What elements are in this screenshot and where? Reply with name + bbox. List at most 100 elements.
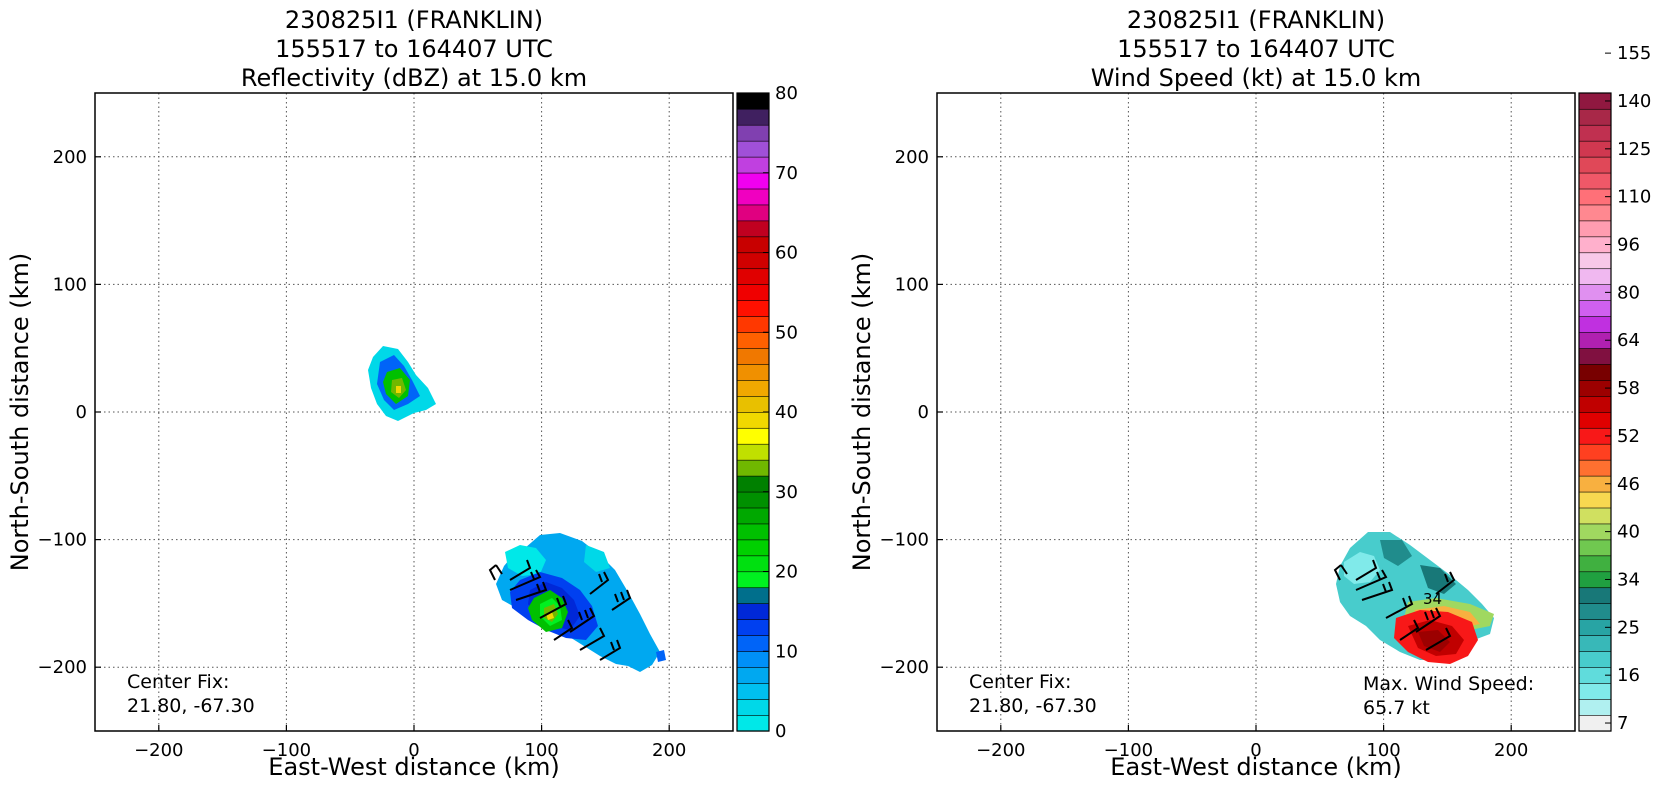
colorbar-swatch <box>736 555 770 573</box>
colorbar-swatch <box>736 714 770 732</box>
colorbar-tick-label: 30 <box>775 482 798 503</box>
colorbar-tick-label: 40 <box>775 402 798 423</box>
reflectivity-colorbar: 0 10 20 30 40 50 60 70 80 <box>736 83 798 742</box>
colorbar-swatch <box>736 108 770 126</box>
chart-title-line-3: Reflectivity (dBZ) at 15.0 km <box>241 64 587 92</box>
colorbar-tick-label: 40 <box>1617 522 1640 543</box>
y-tick-label: 100 <box>895 274 929 295</box>
colorbar-swatch <box>736 204 770 222</box>
colorbar-swatch <box>736 650 770 668</box>
colorbar-swatch <box>736 284 770 301</box>
colorbar-swatch <box>1578 650 1612 668</box>
colorbar-swatch <box>736 300 770 317</box>
colorbar-swatch <box>736 236 770 254</box>
colorbar-tick-label: 34 <box>1617 569 1640 590</box>
contour-label-34: 34 <box>1423 590 1442 608</box>
colorbar-swatch <box>1578 682 1612 700</box>
axis-ticks: −200 −100 0 100 200 −200 −100 0 100 200 <box>880 147 1529 761</box>
colorbar-tick-label: 46 <box>1617 474 1640 495</box>
colorbar-tick-label: 140 <box>1617 91 1651 112</box>
wind-speed-colorbar: 7 16 25 34 40 46 52 58 64 80 96 110 125 140 155 <box>1578 43 1651 734</box>
colorbar-frame <box>1578 92 1612 732</box>
x-tick-label: −200 <box>134 740 183 761</box>
chart-title-line-3: Wind Speed (kt) at 15.0 km <box>1091 64 1422 92</box>
colorbar-swatch <box>736 523 770 541</box>
colorbar-swatch <box>1578 459 1612 477</box>
colorbar-tick-label: 125 <box>1617 139 1651 160</box>
x-tick-label: −200 <box>976 740 1025 761</box>
center-fix-label: Center Fix: <box>969 671 1071 693</box>
colorbar-swatch <box>736 172 770 190</box>
chart-title-line-1: 230825I1 (FRANKLIN) <box>285 6 543 34</box>
wind-speed-panel: 230825I1 (FRANKLIN) 155517 to 164407 UTC… <box>848 6 1651 781</box>
wind-barbs <box>488 559 632 661</box>
y-tick-label: −100 <box>880 530 929 551</box>
colorbar-swatch <box>736 571 770 589</box>
y-tick-label: 0 <box>918 402 929 423</box>
colorbar-tick-label: 50 <box>775 322 798 343</box>
colorbar-tick-label: 20 <box>775 562 798 583</box>
colorbar-swatch <box>736 124 770 142</box>
colorbar-tick-label: 16 <box>1617 665 1640 686</box>
colorbar-swatch <box>736 682 770 700</box>
colorbar-swatch <box>736 507 770 525</box>
colorbar-swatch <box>1578 634 1612 652</box>
colorbar-swatch <box>736 411 770 429</box>
max-wind-speed-label: Max. Wind Speed: <box>1363 673 1534 695</box>
wind-barbs <box>1333 559 1456 651</box>
x-tick-label: −100 <box>262 740 311 761</box>
colorbar-swatch <box>736 140 770 158</box>
x-tick-label: 200 <box>1494 740 1528 761</box>
colorbar-tick-label: 110 <box>1617 187 1651 208</box>
northern-echo-cell <box>368 346 436 421</box>
colorbar-swatch <box>1578 539 1612 557</box>
colorbar-tick-label: 58 <box>1617 378 1640 399</box>
y-tick-label: −100 <box>38 530 87 551</box>
colorbar-swatch <box>736 268 770 286</box>
colorbar-swatch <box>736 220 770 238</box>
colorbar-swatch <box>1578 395 1612 413</box>
colorbar-swatch <box>736 427 770 445</box>
colorbar-swatch <box>736 459 770 477</box>
y-tick-label: 0 <box>76 402 87 423</box>
colorbar-swatch <box>736 491 770 509</box>
chart-title-line-1: 230825I1 (FRANKLIN) <box>1127 6 1385 34</box>
colorbar-swatch <box>736 92 770 110</box>
colorbar-swatch <box>1578 347 1612 365</box>
colorbar-swatch <box>1578 204 1612 222</box>
y-tick-label: −200 <box>38 657 87 678</box>
center-fix-value: 21.80, -67.30 <box>969 695 1097 717</box>
max-wind-speed-value: 65.7 kt <box>1363 697 1430 719</box>
colorbar-tick-label: 7 <box>1617 713 1628 734</box>
colorbar-swatch <box>1578 411 1612 429</box>
colorbar-tick-label: 60 <box>775 243 798 264</box>
axis-ticks: −200 −100 0 100 200 −200 −100 0 100 200 <box>38 147 687 761</box>
colorbar-swatch <box>1578 507 1612 525</box>
southern-echo-cluster <box>496 533 666 672</box>
y-axis-label: North-South distance (km) <box>6 253 34 572</box>
x-tick-label: 100 <box>1366 740 1400 761</box>
colorbar-swatch <box>736 634 770 652</box>
colorbar-swatch <box>1578 555 1612 573</box>
colorbar-swatch <box>736 475 770 493</box>
y-tick-label: −200 <box>880 657 929 678</box>
colorbar-swatch <box>736 443 770 461</box>
colorbar-swatch <box>1578 443 1612 461</box>
colorbar-swatch <box>736 252 770 270</box>
x-tick-label: 0 <box>408 740 419 761</box>
wind-speed-field: 34 <box>1333 532 1494 664</box>
colorbar-tick-label: 25 <box>1617 617 1640 638</box>
colorbar-swatch <box>1578 491 1612 509</box>
colorbar-swatch <box>1578 172 1612 190</box>
colorbar-swatch <box>736 666 770 684</box>
x-tick-label: 100 <box>524 740 558 761</box>
reflectivity-panel: 230825I1 (FRANKLIN) 155517 to 164407 UTC… <box>6 6 798 781</box>
colorbar-swatch <box>1578 124 1612 142</box>
chart-title-line-2: 155517 to 164407 UTC <box>275 35 553 63</box>
reflectivity-field <box>368 346 666 672</box>
y-tick-label: 100 <box>53 274 87 295</box>
colorbar-swatch <box>1578 603 1612 620</box>
colorbar-tick-label: 155 <box>1617 43 1651 64</box>
colorbar-swatch <box>1578 108 1612 126</box>
